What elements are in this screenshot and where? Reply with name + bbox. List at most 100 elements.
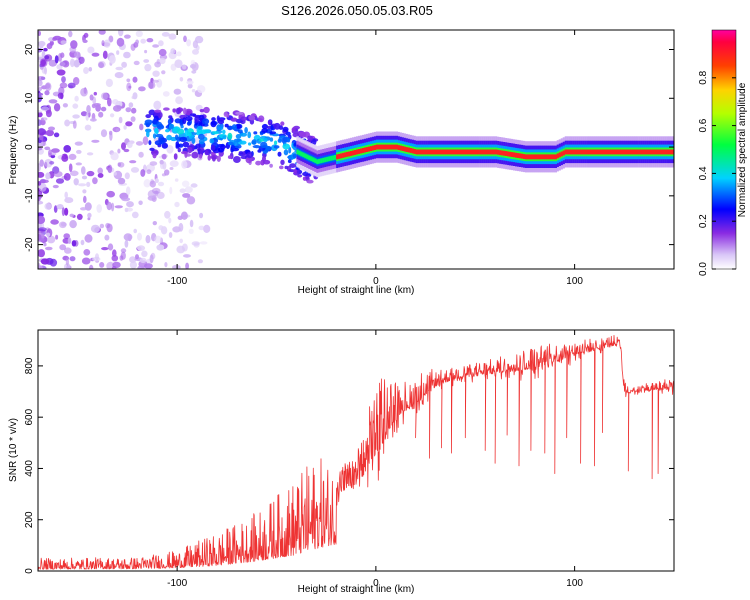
heatmap-noise-blob [59,82,68,89]
heatmap-noise-blob [133,60,140,66]
heatmap-ridge-cell [443,149,446,155]
heatmap-ridge-cell [610,149,613,155]
heatmap-noise-blob [133,228,137,234]
heatmap-ridge-cell [346,151,349,157]
heatmap-ridge-cell [556,153,559,159]
heatmap-noise-blob [189,219,194,228]
snr-series-line [38,335,674,570]
heatmap-noise-blob [191,241,200,246]
heatmap-noise-blob [67,82,76,89]
heatmap-noise-blob [101,92,108,100]
heatmap-ridge-cell [389,144,392,150]
heatmap-noise-blob [106,223,113,233]
heatmap-noise-blob [107,243,114,251]
heatmap-noise-blob [50,154,56,159]
heatmap-ridge-cell [437,149,440,155]
heatmap-scatter-blob [175,107,181,115]
heatmap-scatter-blob [227,141,234,146]
heatmap-ridge-cell [513,152,516,158]
heatmap-scatter-blob [248,142,252,146]
heatmap-ridge-cell [463,149,466,155]
heatmap-noise-blob [53,132,60,138]
heatmap-scatter-blob [195,143,201,149]
snr-x-tick-label: -100 [167,578,187,589]
heatmap-noise-blob [72,114,80,119]
heatmap-noise-blob [161,70,166,75]
heatmap-ridge-cell [354,150,357,155]
heatmap-ridge-cell [407,147,410,153]
heatmap-noise-blob [151,187,161,194]
heatmap-noise-blob [116,105,122,109]
heatmap-ridge-cell [330,155,333,161]
heatmap-noise-blob [82,189,87,194]
heatmap-ridge-cell [326,156,329,162]
heatmap-ridge-cell [580,149,583,155]
heatmap-scatter-blob [180,125,184,129]
heatmap-ridge-cell [646,149,649,155]
heatmap-noise-blob [61,154,69,162]
heatmap-ridge-cell [441,149,444,155]
heatmap-scatter-blob [166,134,173,141]
heatmap-x-tick-label: -100 [167,276,187,287]
heatmap-noise-blob [74,51,81,58]
heatmap-noise-blob [93,91,98,96]
heatmap-noise-blob [74,141,83,146]
heatmap-ridge-cell [509,151,512,157]
heatmap-noise-blob [69,220,77,229]
heatmap-scatter-blob [168,123,175,130]
heatmap-noise-blob [91,52,100,57]
heatmap-noise-blob [86,105,91,114]
heatmap-noise-blob [41,117,48,121]
heatmap-y-tick-label: 20 [24,44,35,56]
heatmap-noise-blob [174,59,183,68]
heatmap-scatter-blob [274,140,278,146]
heatmap-noise-blob [107,97,112,107]
heatmap-noise-blob [140,38,146,44]
heatmap-scatter-blob [263,159,271,165]
heatmap-noise-blob [187,83,193,89]
heatmap-scatter-blob [198,114,205,121]
heatmap-scatter-blob [245,156,253,164]
heatmap-scatter-blob [260,141,268,149]
heatmap-noise-blob [123,148,130,153]
heatmap-scatter-blob [152,153,157,159]
heatmap-noise-blob [149,180,156,188]
heatmap-noise-blob [38,76,45,81]
heatmap-scatter-blob [239,140,247,145]
heatmap-ridge-cell [534,154,538,160]
heatmap-noise-blob [91,139,100,143]
heatmap-noise-blob [61,76,66,83]
heatmap-noise-blob [186,80,194,85]
heatmap-scatter-blob [151,150,159,154]
snr-y-tick-label: 400 [24,460,35,477]
heatmap-noise-blob [70,170,79,177]
heatmap-scatter-blob [185,115,193,122]
heatmap-ridge-cell [620,149,623,155]
heatmap-noise-blob [81,166,86,175]
heatmap-ridge-cell [312,157,315,163]
heatmap-noise-blob [59,221,67,229]
heatmap-ridge-cell [465,149,468,155]
snr-y-tick-label: 200 [24,511,35,528]
heatmap-noise-blob [98,30,106,35]
heatmap-scatter-blob [207,154,211,161]
heatmap-scatter-blob [154,111,161,118]
heatmap-ridge-cell [505,151,508,156]
heatmap-scatter-blob [278,136,282,142]
heatmap-ridge-cell [495,149,498,155]
heatmap-noise-blob [97,167,103,175]
heatmap-ridge-cell [449,149,452,155]
heatmap-scatter-blob [191,137,196,145]
heatmap-noise-blob [154,178,159,184]
heatmap-noise-blob [123,233,133,241]
heatmap-noise-blob [138,151,144,158]
heatmap-noise-blob [56,69,66,76]
heatmap-noise-blob [81,175,88,180]
heatmap-noise-blob [166,145,174,154]
heatmap-noise-blob [38,249,45,258]
heatmap-noise-blob [186,196,196,205]
heatmap-scatter-blob [191,151,199,159]
heatmap-scatter-blob [263,137,268,143]
heatmap-noise-blob [174,178,179,182]
heatmap-noise-blob [85,112,89,121]
